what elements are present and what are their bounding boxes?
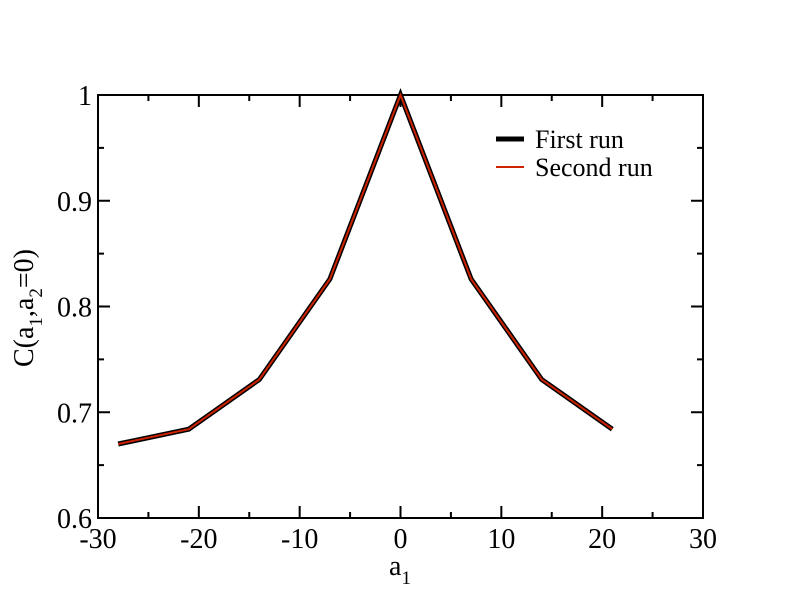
y-tick-label: 1 [78,81,92,112]
x-tick-label: 10 [487,524,515,555]
y-tick-label: 0.6 [57,504,92,535]
y-tick-label: 0.8 [57,293,92,324]
x-tick-label: 20 [588,524,616,555]
x-tick-label: 0 [394,524,408,555]
legend: First run Second run [496,125,653,182]
y-axis-label: C(a1,a2=0) [9,249,47,367]
x-tick-label: -20 [180,524,217,555]
series-line-2 [117,92,613,445]
legend-label-first-run: First run [535,125,624,154]
y-tick-label: 0.9 [57,187,92,218]
x-axis-label: a1 [389,551,411,589]
x-tick-label: -30 [79,524,116,555]
series-lines [117,88,614,447]
x-tick-label: -10 [281,524,318,555]
axis-ticks [97,94,704,519]
x-tick-label: 30 [689,524,717,555]
tick-labels: -30 -20 -10 0 10 20 30 0.6 0.7 0.8 0.9 1 [57,81,717,555]
y-tick-label: 0.7 [57,398,92,429]
legend-label-second-run: Second run [535,153,653,182]
